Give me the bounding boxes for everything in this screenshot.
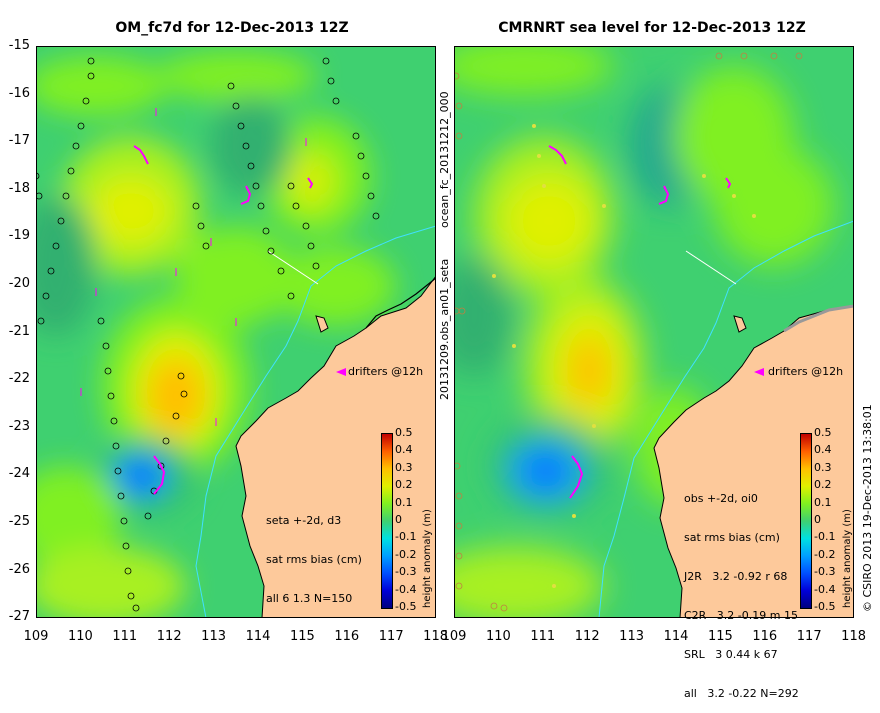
x-tick-label: 115 xyxy=(289,629,315,644)
left-map xyxy=(36,46,436,618)
x-tick-label: 118 xyxy=(841,629,867,644)
y-tick-label: -22 xyxy=(8,371,30,387)
left-stats-line: sat rms bias (cm) xyxy=(266,553,362,566)
colorbar-tick-label: 0.5 xyxy=(395,426,413,439)
right-stats-line: all 3.2 -0.22 N=292 xyxy=(684,687,799,700)
x-tick-label: 113 xyxy=(201,629,227,644)
colorbar-tick-label: -0.2 xyxy=(814,547,836,561)
colorbar-tick-label: -0.3 xyxy=(814,565,836,579)
colorbar-tick-label: 0.1 xyxy=(814,495,832,509)
y-tick-label: -21 xyxy=(8,323,30,339)
right-stats-line: SRL 3 0.44 k 67 xyxy=(684,648,778,661)
y-tick-label: -25 xyxy=(8,514,30,529)
x-tick-label: 117 xyxy=(796,629,822,644)
x-tick-label: 111 xyxy=(112,629,138,644)
x-tick-label: 116 xyxy=(334,629,360,644)
colorbar-tick-label: -0.5 xyxy=(814,600,836,613)
y-tick-label: -18 xyxy=(8,180,30,196)
right-stats: obs +-2d, oi0 sat rms bias (cm) J2R 3.2 … xyxy=(684,466,799,713)
y-tick-label: -26 xyxy=(8,561,30,577)
y-tick-label: -27 xyxy=(8,609,30,625)
right-colorbar-label: height anomaly (m) xyxy=(842,509,853,608)
x-tick-label: 114 xyxy=(663,629,689,644)
colorbar-tick-label: -0.4 xyxy=(395,582,417,596)
credit-label: © CSIRO 2013 19-Dec-2013 13:38:01 xyxy=(861,404,874,612)
right-stats-line: obs +-2d, oi0 xyxy=(684,492,758,505)
colorbar-tick-label: 0.4 xyxy=(814,443,832,457)
obs-file-label: 20131209.obs_an01_seta xyxy=(438,258,451,400)
left-stats-line: all 6 1.3 N=150 xyxy=(266,592,353,605)
y-tick-label: -15 xyxy=(8,38,30,53)
colorbar-tick-label: 0.1 xyxy=(395,495,413,509)
colorbar-tick-label: 0.5 xyxy=(814,426,832,439)
right-stats-line: J2R 3.2 -0.92 r 68 xyxy=(684,570,788,583)
left-drifter-label: drifters @12h xyxy=(348,365,424,378)
x-tick-label: 112 xyxy=(156,629,182,644)
colorbar-tick-label: 0.2 xyxy=(395,478,413,492)
colorbar-tick-label: -0.4 xyxy=(814,582,836,596)
y-tick-label: -17 xyxy=(8,133,30,149)
right-colorbar xyxy=(800,433,812,609)
right-stats-line: C2R 3.2 -0.19 m 15 xyxy=(684,609,798,622)
x-tick-label: 112 xyxy=(574,629,600,644)
y-tick-label: -20 xyxy=(8,276,30,291)
colorbar-tick-label: -0.5 xyxy=(395,600,417,613)
y-tick-label: -23 xyxy=(8,418,30,434)
left-colorbar xyxy=(381,433,393,609)
forecast-file-label: ocean_fc_20131212_000 xyxy=(438,91,451,228)
x-tick-label: 114 xyxy=(245,629,271,644)
colorbar-tick-label: -0.1 xyxy=(395,530,417,544)
x-tick-label: 113 xyxy=(619,629,645,644)
y-tick-label: -19 xyxy=(8,228,30,244)
x-tick-label: 109 xyxy=(23,629,49,644)
y-tick-label: -24 xyxy=(8,466,30,482)
colorbar-tick-label: 0.2 xyxy=(814,478,832,492)
colorbar-tick-label: 0 xyxy=(395,513,402,526)
x-tick-label: 110 xyxy=(485,629,511,644)
colorbar-tick-label: -0.2 xyxy=(395,547,417,561)
colorbar-tick-label: -0.1 xyxy=(814,530,836,544)
x-tick-label: 117 xyxy=(378,629,404,644)
colorbar-tick-label: 0.3 xyxy=(814,460,832,474)
x-tick-label: 115 xyxy=(707,629,733,644)
colorbar-tick-label: 0 xyxy=(814,513,821,526)
colorbar-tick-label: 0.4 xyxy=(395,443,413,457)
colorbar-tick-label: -0.3 xyxy=(395,565,417,579)
left-map-title: OM_fc7d for 12-Dec-2013 12Z xyxy=(115,20,349,36)
colorbar-tick-label: 0.3 xyxy=(395,460,413,474)
left-stats-line: seta +-2d, d3 xyxy=(266,514,342,527)
x-tick-label: 111 xyxy=(530,629,556,644)
x-tick-label: 116 xyxy=(752,629,778,644)
right-map-title: CMRNRT sea level for 12-Dec-2013 12Z xyxy=(498,20,806,36)
x-tick-label: 110 xyxy=(67,629,93,644)
left-stats: seta +-2d, d3 sat rms bias (cm) all 6 1.… xyxy=(266,488,362,618)
x-tick-label: 109 xyxy=(441,629,467,644)
left-colorbar-label: height anomaly (m) xyxy=(422,509,433,608)
y-tick-label: -16 xyxy=(8,85,30,101)
right-stats-line: sat rms bias (cm) xyxy=(684,531,780,544)
right-drifter-label: drifters @12h xyxy=(768,365,844,378)
x-tick-label: 118 xyxy=(423,629,449,644)
